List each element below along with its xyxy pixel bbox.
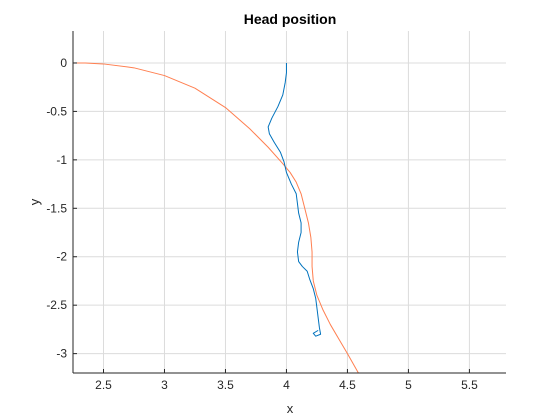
x-tick-label: 4 (283, 378, 290, 392)
y-tick-label: -0.5 (46, 104, 67, 118)
axes (72, 31, 506, 374)
x-axis-label: x (287, 401, 294, 416)
chart-title: Head position (244, 11, 337, 27)
x-tick-label: 5 (405, 378, 412, 392)
x-tick-label: 2.5 (95, 378, 112, 392)
y-tick-label: -3 (56, 347, 67, 361)
series-line-1 (73, 62, 359, 374)
grid (73, 31, 506, 373)
x-tick-labels: 2.5 3 3.5 4 4.5 5 5.5 (95, 378, 478, 392)
series-lines (73, 62, 359, 374)
y-tick-label: -1 (56, 153, 67, 167)
x-tick-label: 4.5 (339, 378, 356, 392)
x-tick-label: 5.5 (461, 378, 478, 392)
y-tick-label: -1.5 (46, 201, 67, 215)
y-tick-label: -2 (56, 250, 67, 264)
y-axis-label: y (27, 198, 42, 205)
y-tick-labels: 0 -0.5 -1 -1.5 -2 -2.5 -3 (46, 56, 67, 361)
series-line-2 (267, 62, 322, 337)
x-tick-label: 3.5 (217, 378, 234, 392)
y-tick-label: 0 (60, 56, 67, 70)
x-tick-label: 3 (161, 378, 168, 392)
y-tick-label: -2.5 (46, 298, 67, 312)
